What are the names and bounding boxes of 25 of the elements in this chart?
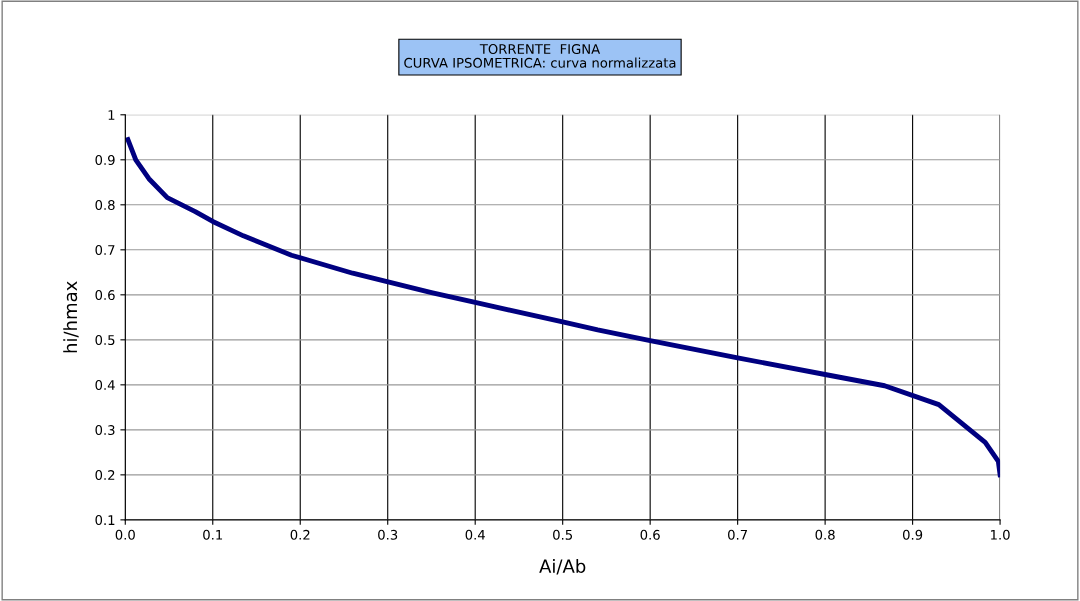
- y-tick-label: 0.3: [95, 425, 115, 436]
- y-tick-label: 0.9: [95, 155, 115, 165]
- x-tick-label: 0.8: [815, 529, 835, 540]
- x-tick-label: 0.6: [640, 529, 660, 540]
- x-tick-label: 0.0: [115, 529, 135, 540]
- x-tick-label: 0.1: [203, 529, 223, 540]
- x-tick-label: 1.0: [991, 529, 1010, 540]
- chart-title: TORRENTE FIGNA CURVA IPSOMETRICA: curva normalizzata: [404, 44, 676, 68]
- y-tick-label: 0.7: [95, 245, 115, 256]
- x-tick-label: 0.3: [378, 529, 398, 540]
- x-tick-label: 0.2: [290, 529, 310, 540]
- x-axis-title: Ai/Ab: [539, 559, 586, 575]
- y-axis-title: hi/hmax: [63, 281, 79, 353]
- x-tick-label: 0.4: [465, 529, 485, 540]
- y-tick-label: 0.4: [95, 380, 115, 391]
- x-tick-label: 0.5: [553, 529, 573, 540]
- y-tick-label: 0.6: [95, 290, 115, 301]
- y-tick-label: 0.8: [95, 200, 115, 211]
- y-tick-label: 0.1: [95, 515, 115, 526]
- x-tick-label: 0.7: [728, 529, 747, 540]
- y-tick-label: 1: [108, 110, 115, 120]
- y-tick-label: 0.2: [95, 470, 115, 481]
- y-tick-label: 0.5: [95, 335, 115, 346]
- x-tick-label: 0.9: [902, 529, 923, 540]
- line-series: [125, 137, 1001, 478]
